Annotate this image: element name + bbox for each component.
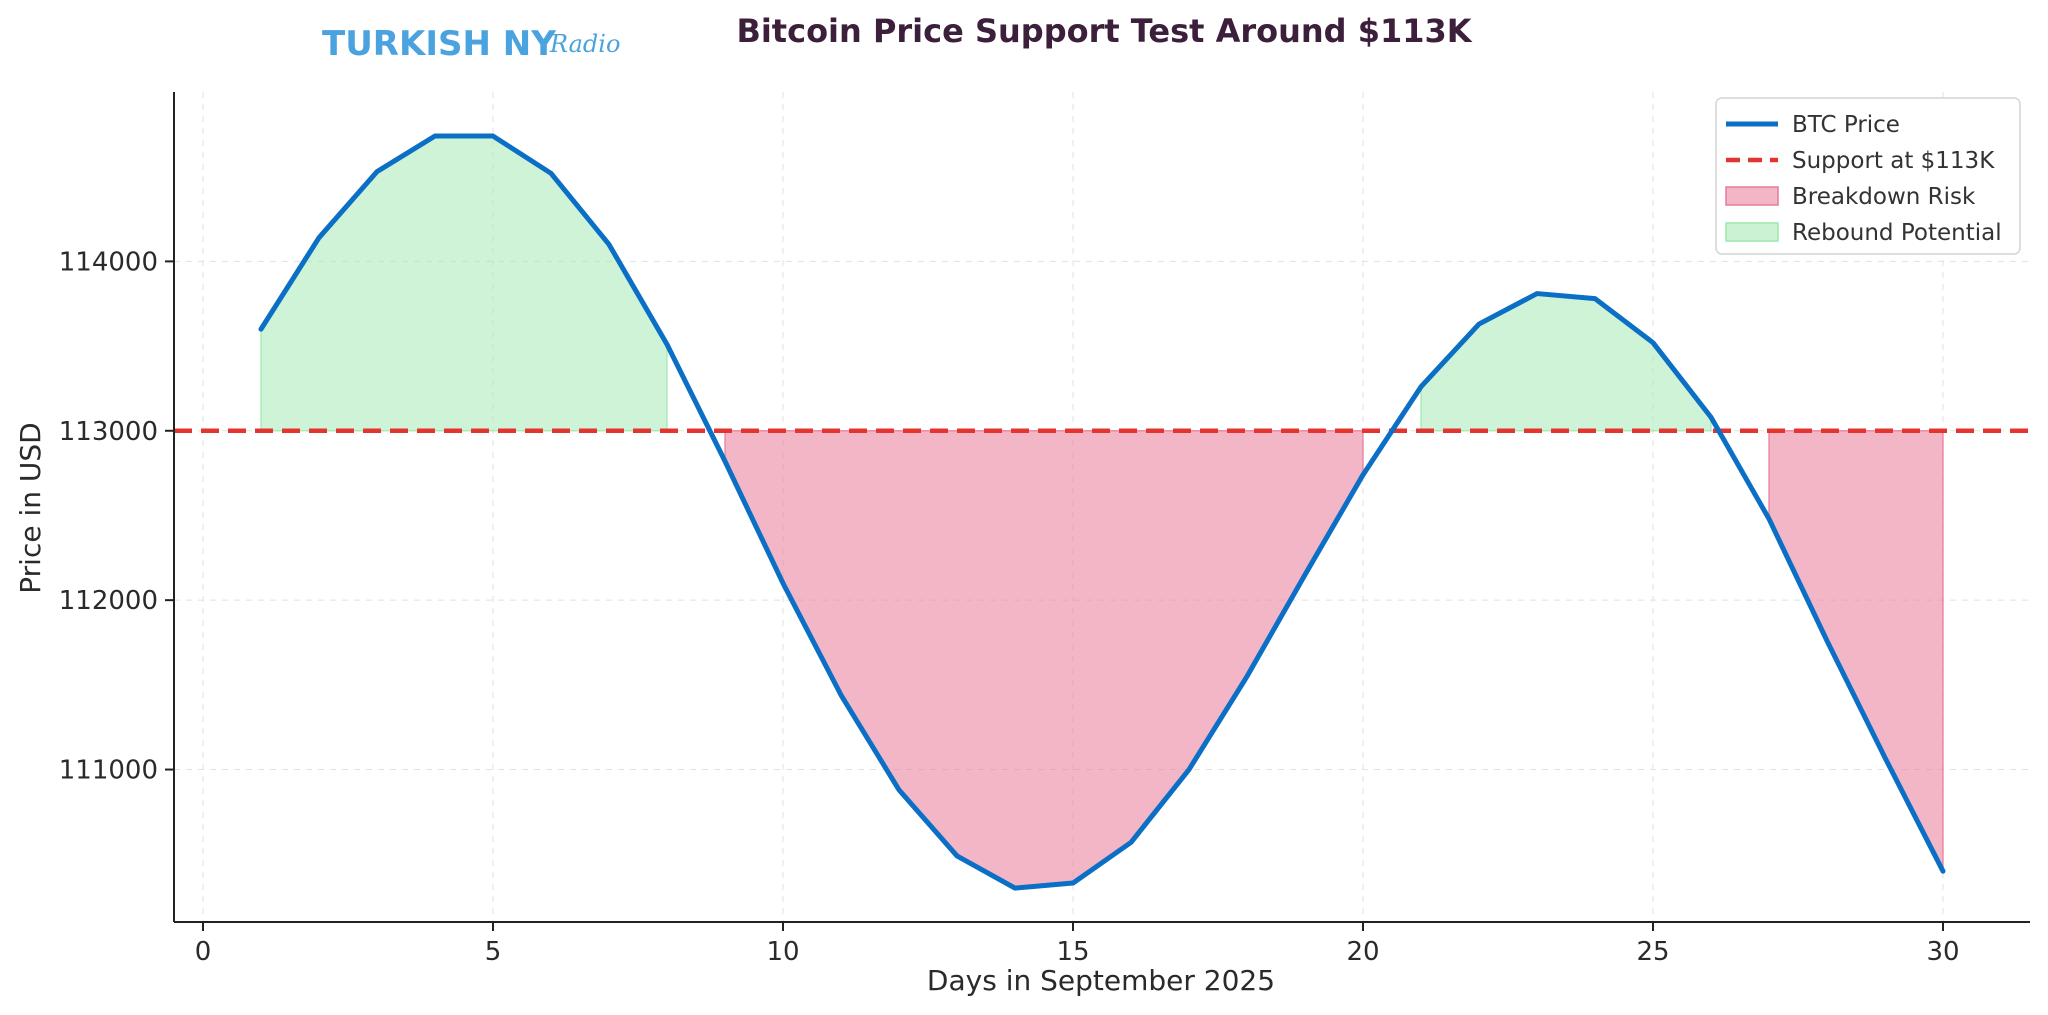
x-tick-label: 20	[1346, 937, 1379, 967]
x-tick-label: 15	[1056, 937, 1089, 967]
legend: BTC Price Support at $113K Breakdown Risk R…	[1715, 97, 2021, 255]
x-axis-label: Days in September 2025	[927, 964, 1275, 997]
logo-main-text: TURKISH NY	[322, 24, 556, 64]
x-ticks: 0 5 10 15 20 25 30	[195, 922, 1960, 967]
x-tick-label: 5	[485, 937, 502, 967]
x-tick-label: 0	[195, 937, 212, 967]
chart-title: Bitcoin Price Support Test Around $113K	[736, 12, 1472, 50]
series-layer	[258, 133, 1946, 891]
y-tick-label: 111000	[59, 756, 158, 786]
axes	[173, 92, 2030, 923]
legend-entry-btc-price: BTC Price	[1726, 112, 1900, 138]
y-ticks: 111000 112000 113000 114000	[59, 247, 174, 786]
y-tick-label: 112000	[59, 586, 158, 616]
legend-swatch	[1725, 186, 1779, 206]
legend-entry-breakdown-risk: Breakdown Risk	[1725, 184, 1976, 210]
x-tick-label: 10	[766, 937, 799, 967]
rebound-potential-area	[260, 135, 668, 432]
breakdown-risk-area	[1768, 430, 1944, 872]
y-tick-label: 113000	[59, 417, 158, 447]
series-line-btc-price	[258, 133, 1946, 891]
y-axis-label: Price in USD	[14, 422, 47, 593]
legend-swatch	[1725, 222, 1779, 242]
legend-label: BTC Price	[1792, 112, 1900, 138]
y-tick-label: 114000	[59, 247, 158, 277]
logo-script-text: Radio	[549, 30, 620, 58]
fill-areas	[260, 135, 1944, 889]
legend-box	[1715, 97, 2021, 255]
brand-logo: TURKISH NY Radio	[322, 24, 620, 64]
legend-entry-support-at-113k: Support at $113K	[1726, 148, 1995, 174]
legend-label: Rebound Potential	[1792, 220, 2002, 246]
x-tick-label: 25	[1636, 937, 1669, 967]
legend-label: Breakdown Risk	[1792, 184, 1976, 210]
legend-label: Support at $113K	[1792, 148, 1995, 174]
x-tick-label: 30	[1926, 937, 1959, 967]
legend-entry-rebound-potential: Rebound Potential	[1725, 220, 2002, 246]
